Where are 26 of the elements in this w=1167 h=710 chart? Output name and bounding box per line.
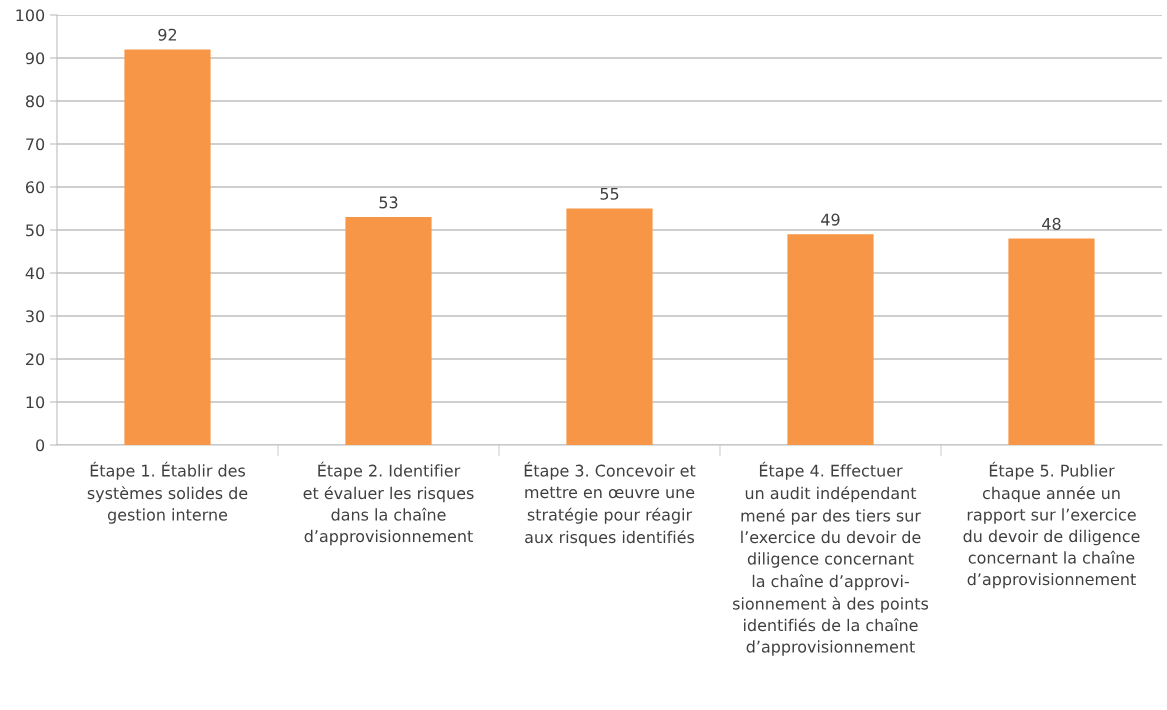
x-tick-label: Étape 3. Concevoir et mettre en œuvre une stratégie pour réagir aux risques identifiés (524, 461, 696, 547)
y-tick-label: 80 (25, 95, 45, 108)
y-tick-label: 10 (26, 396, 45, 409)
y-tick-label: 90 (25, 52, 45, 65)
bar (345, 217, 432, 445)
y-tick-label: 30 (26, 310, 45, 323)
y-tick-label: 20 (26, 353, 45, 366)
data-label: 55 (600, 187, 619, 200)
data-label: 49 (821, 213, 840, 226)
bar (787, 234, 874, 445)
y-tick-label: 50 (26, 224, 45, 237)
y-tick-label: 0 (36, 439, 45, 452)
category-label: Étape 4. Effectuer un audit indépendant mené par des tiers sur l’exercice du devoir de diligence concernant la chaîne d’approvi- sionnement à des points identifiés de la chaîne d’approvisionnement (733, 461, 929, 656)
y-tick-label: 100 (16, 9, 45, 22)
x-tick-label: Étape 2. Identifier et évaluer les risques dans la chaîne d’approvisionnement (303, 461, 474, 546)
bar (566, 208, 653, 445)
y-tick-label: 60 (25, 181, 45, 194)
x-tick-label: Étape 5. Publier chaque année un rapport sur l’exercice du devoir de diligence concernant la chaîne d’approvisionnement (963, 461, 1140, 589)
bar (124, 49, 211, 445)
data-label: 48 (1042, 217, 1061, 230)
data-label: 53 (379, 196, 398, 209)
x-tick-label: Étape 1. Établir des systèmes solides de gestion interne (87, 461, 248, 524)
bar (1008, 238, 1095, 445)
data-label: 92 (158, 28, 177, 41)
y-tick-label: 40 (25, 267, 45, 280)
y-tick-label: 70 (26, 138, 45, 151)
